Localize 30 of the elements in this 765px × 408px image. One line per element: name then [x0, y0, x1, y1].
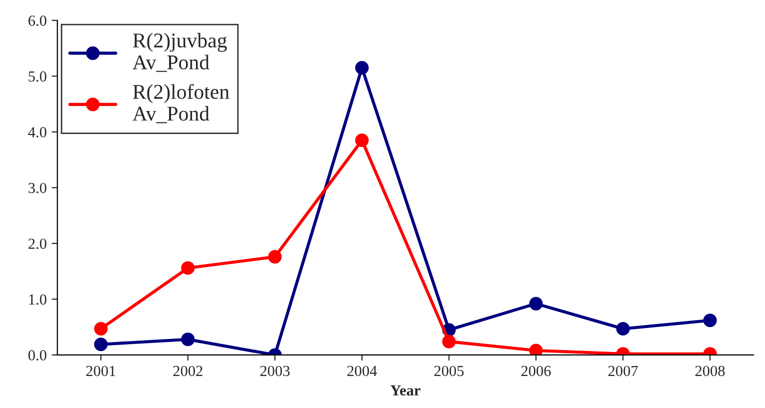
y-tick-label: 0.0 — [28, 350, 46, 360]
point — [529, 344, 543, 355]
x-tick-label: 2007 — [608, 366, 638, 376]
legend-label: R(2)juvbag Av_Pond — [132, 32, 227, 72]
point — [529, 296, 543, 310]
y-tick-label: 3.0 — [28, 182, 46, 194]
point — [355, 134, 369, 148]
point — [616, 322, 630, 336]
point — [268, 250, 282, 264]
x-tick-label: 2003 — [260, 366, 290, 376]
point — [94, 322, 108, 336]
y-tick-label: 2.0 — [28, 238, 46, 249]
point — [181, 332, 195, 346]
y-tick-label: 4.0 — [28, 127, 46, 138]
x-tick-label: 2001 — [86, 366, 116, 376]
point — [442, 334, 456, 348]
y-tick-label: 5.0 — [28, 71, 46, 82]
x-tick-label: 2005 — [434, 366, 464, 376]
x-tick-label: 2002 — [173, 366, 202, 376]
x-tick-label: 2006 — [521, 366, 551, 376]
point — [181, 261, 195, 275]
y-tick-label: 6.0 — [28, 16, 46, 26]
y-tick-label: 1.0 — [29, 294, 46, 305]
legend-label: R(2)lofoten Av_Pond — [132, 84, 230, 124]
point — [355, 61, 369, 75]
x-tick-label: 2004 — [347, 366, 377, 376]
point — [94, 338, 108, 352]
x-tick-label: 2008 — [695, 366, 725, 376]
point — [703, 314, 717, 328]
x-axis-title: Year — [390, 385, 420, 396]
